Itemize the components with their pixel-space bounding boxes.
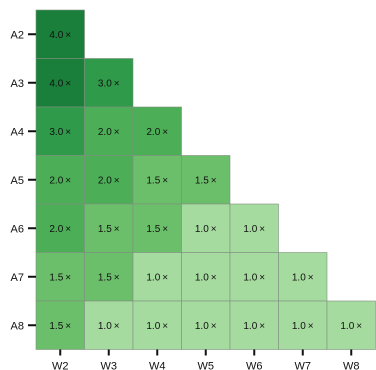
cell-value-label: 1.0 × [195, 224, 217, 235]
y-tick-label-A7: A7 [11, 272, 24, 284]
heatmap-cell-A6-W5 [181, 203, 231, 253]
heatmap-cell-A8-W2 [35, 300, 85, 350]
cell-value-label: 2.0 × [146, 127, 168, 138]
heatmap-cell-A5-W3 [84, 155, 134, 205]
cell-value-label: 1.0 × [292, 272, 314, 283]
cell-value-label: 1.0 × [292, 321, 314, 332]
heatmap-cell-A2-W2 [35, 9, 85, 59]
cell-value-label: 1.5 × [98, 224, 120, 235]
cell-value-label: 1.0 × [243, 272, 265, 283]
heatmap-cell-A6-W4 [132, 203, 182, 253]
cell-value-label: 1.0 × [146, 321, 168, 332]
cell-value-label: 3.0 × [98, 78, 120, 89]
cell-value-label: 1.0 × [243, 224, 265, 235]
heatmap-cell-A7-W6 [229, 252, 279, 302]
y-tick-label-A5: A5 [11, 175, 24, 187]
heatmap-cell-A8-W8 [326, 300, 376, 350]
heatmap-cell-A8-W5 [181, 300, 231, 350]
x-tick-label-W4: W4 [149, 361, 166, 370]
heatmap-cell-A4-W4 [132, 106, 182, 156]
x-axis: W2 W3 W4 W5 W6 W7 W8 [52, 349, 360, 370]
heatmap-cell-A7-W7 [278, 252, 328, 302]
cell-value-label: 1.0 × [195, 321, 217, 332]
cell-value-label: 1.5 × [49, 272, 71, 283]
cell-value-label: 1.0 × [98, 321, 120, 332]
heatmap-cell-A7-W4 [132, 252, 182, 302]
y-tick-label-A8: A8 [11, 320, 24, 332]
heatmap-cell-A7-W5 [181, 252, 231, 302]
cell-value-label: 3.0 × [49, 127, 71, 138]
x-tick-label-W7: W7 [295, 361, 312, 370]
heatmap-cell-A8-W3 [84, 300, 134, 350]
cell-value-label: 2.0 × [98, 175, 120, 186]
cell-value-label: 1.0 × [340, 321, 362, 332]
heatmap-cells: 4.0 × 4.0 × 3.0 × 3.0 × 2.0 × 2.0 × 2.0 × 2.0 ×… [35, 9, 376, 350]
heatmap-cell-A5-W5 [181, 155, 231, 205]
cell-value-label: 4.0 × [49, 30, 71, 41]
cell-value-label: 2.0 × [49, 224, 71, 235]
x-tick-label-W2: W2 [52, 361, 69, 370]
cell-value-label: 1.5 × [49, 321, 71, 332]
heatmap-cell-A3-W2 [35, 58, 85, 108]
heatmap-cell-A7-W3 [84, 252, 134, 302]
cell-value-label: 1.0 × [146, 272, 168, 283]
cell-value-label: 1.0 × [243, 321, 265, 332]
y-tick-label-A6: A6 [11, 223, 24, 235]
x-tick-label-W5: W5 [198, 361, 215, 370]
cell-value-label: 1.5 × [146, 224, 168, 235]
cell-value-label: 2.0 × [98, 127, 120, 138]
x-tick-label-W6: W6 [246, 361, 263, 370]
y-tick-label-A4: A4 [11, 126, 24, 138]
y-axis: A2 A3 A4 A5 A6 A7 A8 [11, 29, 36, 332]
heatmap-cell-A4-W3 [84, 106, 134, 156]
heatmap-cell-A6-W3 [84, 203, 134, 253]
cell-value-label: 1.5 × [146, 175, 168, 186]
y-tick-label-A3: A3 [11, 78, 24, 90]
cell-value-label: 1.5 × [98, 272, 120, 283]
cell-value-label: 1.5 × [195, 175, 217, 186]
cell-value-label: 1.0 × [195, 272, 217, 283]
heatmap-cell-A4-W2 [35, 106, 85, 156]
x-tick-label-W3: W3 [101, 361, 118, 370]
heatmap-cell-A3-W3 [84, 58, 134, 108]
heatmap-cell-A8-W7 [278, 300, 328, 350]
y-tick-label-A2: A2 [11, 29, 24, 41]
heatmap-cell-A6-W6 [229, 203, 279, 253]
cell-value-label: 2.0 × [49, 175, 71, 186]
x-tick-label-W8: W8 [343, 361, 360, 370]
cell-value-label: 4.0 × [49, 78, 71, 89]
